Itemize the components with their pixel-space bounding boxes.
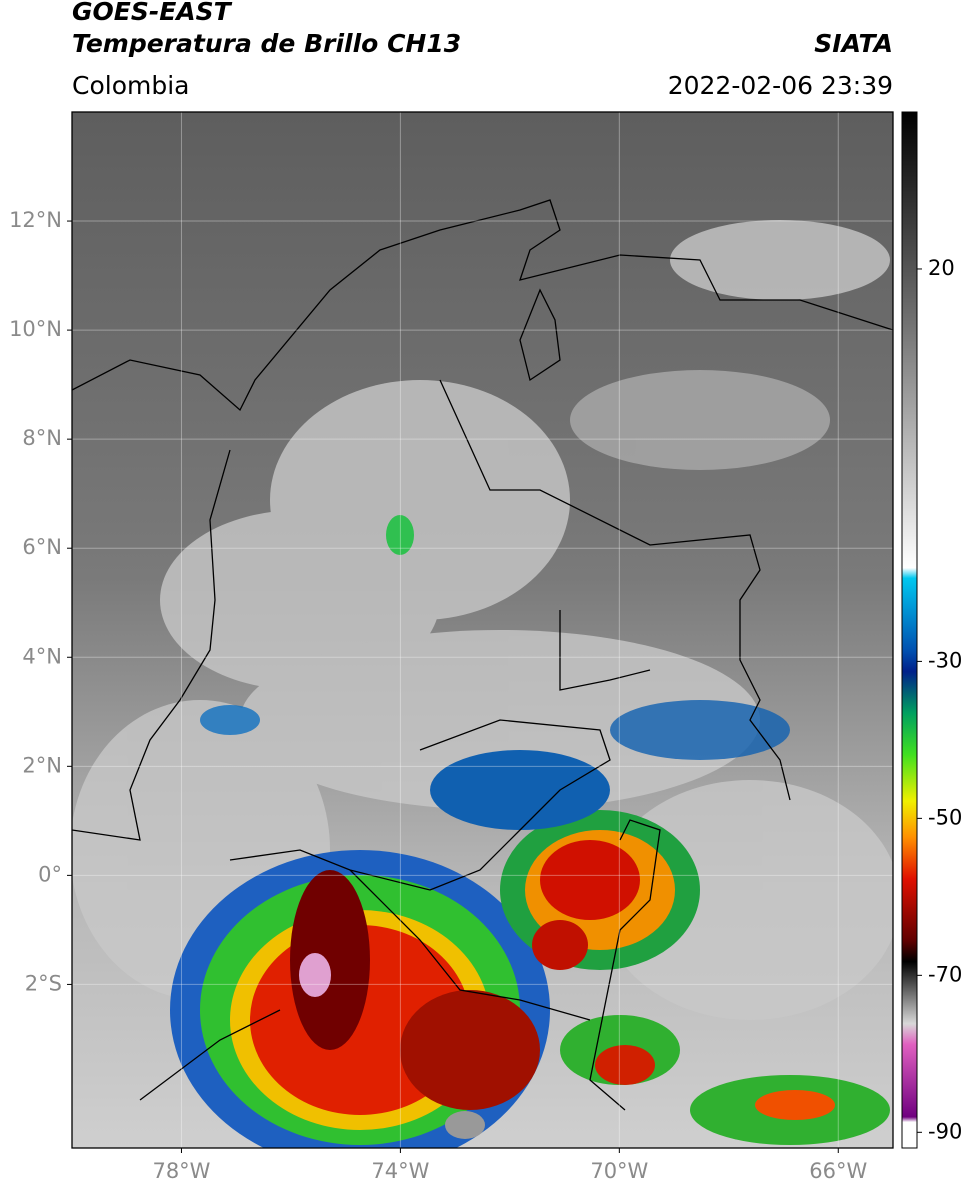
- satellite-image: [72, 112, 893, 1148]
- x-tick-label: 74°W: [371, 1159, 429, 1183]
- colorbar: [901, 111, 918, 1149]
- colorbar-tick-label: 20: [928, 256, 955, 280]
- colorbar-tick-label: -50: [928, 805, 962, 829]
- datetime: 2022-02-06 23:39: [668, 71, 893, 100]
- region: Colombia: [72, 71, 189, 100]
- y-tick-label: 8°N: [22, 426, 62, 450]
- borders: [72, 199, 893, 1111]
- y-tick-label: 2°N: [22, 753, 62, 777]
- source: SIATA: [814, 29, 893, 58]
- map-frame: [71, 111, 894, 1149]
- colorbar-tick-label: -70: [928, 962, 962, 986]
- title: GOES-EAST: [72, 0, 233, 26]
- storms: [170, 515, 890, 1148]
- colorbar-tick-label: -90: [928, 1119, 962, 1143]
- y-tick-label: 2°S: [25, 971, 62, 995]
- grid: [72, 112, 893, 1148]
- subtitle: Temperatura de Brillo CH13: [72, 29, 461, 58]
- colorbar-tick-label: -30: [928, 648, 962, 672]
- y-tick-label: 6°N: [22, 535, 62, 559]
- y-tick-label: 0°: [38, 862, 62, 886]
- y-tick-label: 10°N: [9, 317, 62, 341]
- x-tick-label: 70°W: [590, 1159, 648, 1183]
- x-tick-label: 66°W: [809, 1159, 867, 1183]
- x-tick-label: 78°W: [152, 1159, 210, 1183]
- y-tick-label: 12°N: [9, 208, 62, 232]
- y-tick-label: 4°N: [22, 644, 62, 668]
